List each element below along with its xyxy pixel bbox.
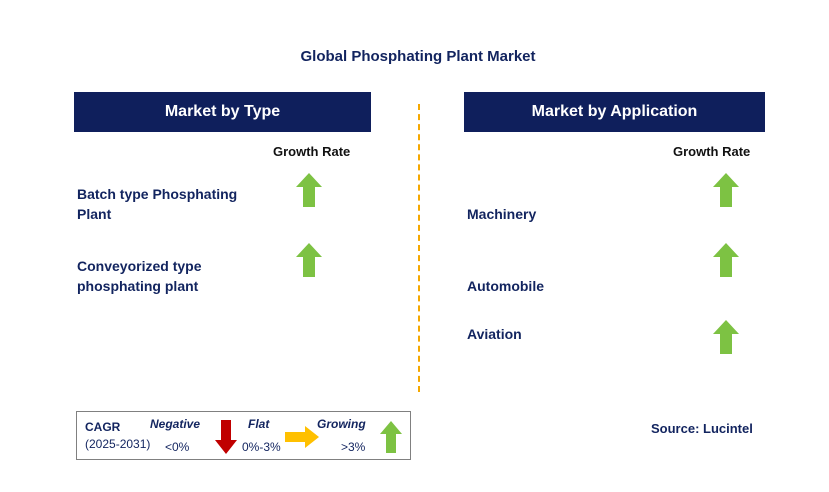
growth-rate-label-type: Growth Rate	[273, 144, 351, 159]
right-arrow-icon	[285, 426, 319, 448]
up-arrow-icon	[296, 243, 322, 277]
market-by-type-header: Market by Type	[74, 92, 371, 132]
legend-negative-range: <0%	[165, 440, 190, 454]
cagr-legend: CAGR (2025-2031) Negative <0% Flat 0%-3%…	[76, 411, 411, 460]
up-arrow-icon	[713, 243, 739, 277]
type-item-conveyorized-line2: phosphating plant	[77, 278, 199, 294]
legend-growing-label: Growing	[317, 417, 366, 431]
up-arrow-icon	[296, 173, 322, 207]
application-item-machinery: Machinery	[467, 206, 537, 222]
legend-negative-label: Negative	[150, 417, 201, 431]
legend-flat-range: 0%-3%	[242, 440, 281, 454]
up-arrow-icon	[380, 421, 402, 453]
market-by-application-header: Market by Application	[464, 92, 765, 132]
type-item-batch: Batch type Phosphating Plant	[77, 184, 237, 224]
legend-flat-label: Flat	[248, 417, 270, 431]
up-arrow-icon	[713, 173, 739, 207]
growth-rate-label-application: Growth Rate	[673, 144, 751, 159]
type-item-batch-line2: Plant	[77, 206, 112, 222]
type-item-conveyorized-line1: Conveyorized type	[77, 258, 202, 274]
legend-years: (2025-2031)	[85, 437, 151, 451]
type-item-conveyorized: Conveyorized type phosphating plant	[77, 256, 201, 296]
source-credit: Source: Lucintel	[651, 421, 753, 436]
up-arrow-icon	[713, 320, 739, 354]
application-item-automobile: Automobile	[467, 278, 544, 294]
chart-title: Global Phosphating Plant Market	[300, 48, 536, 65]
type-item-batch-line1: Batch type Phosphating	[77, 186, 238, 202]
legend-cagr-label: CAGR	[85, 420, 121, 434]
down-arrow-icon	[215, 420, 237, 454]
application-item-aviation: Aviation	[467, 326, 522, 342]
legend-growing-range: >3%	[341, 440, 366, 454]
panel-divider	[418, 104, 420, 392]
